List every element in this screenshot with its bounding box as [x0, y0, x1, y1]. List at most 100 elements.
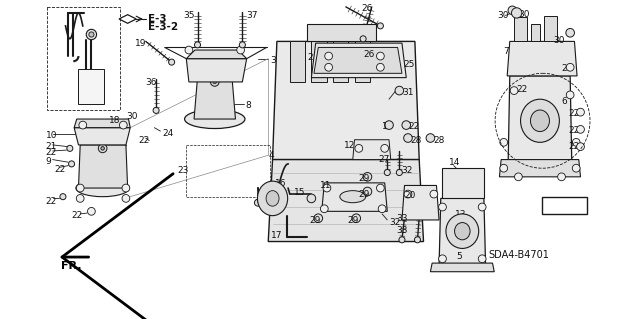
- Polygon shape: [402, 185, 439, 220]
- Circle shape: [515, 173, 522, 181]
- Polygon shape: [186, 50, 246, 59]
- Circle shape: [355, 145, 363, 152]
- Text: 12: 12: [344, 141, 356, 150]
- Circle shape: [153, 108, 159, 114]
- Circle shape: [452, 232, 458, 238]
- Circle shape: [324, 52, 333, 60]
- Circle shape: [384, 169, 390, 175]
- Circle shape: [385, 121, 394, 130]
- Text: SDA4-B4701: SDA4-B4701: [488, 250, 549, 260]
- Polygon shape: [290, 41, 305, 82]
- Circle shape: [213, 80, 216, 84]
- Text: 22: 22: [408, 122, 419, 131]
- Circle shape: [508, 6, 516, 15]
- Circle shape: [404, 190, 412, 198]
- Text: 22: 22: [54, 165, 65, 174]
- Polygon shape: [307, 24, 376, 41]
- Circle shape: [438, 203, 446, 211]
- Circle shape: [566, 91, 574, 99]
- Text: 27: 27: [379, 155, 390, 164]
- Text: 29: 29: [359, 190, 370, 199]
- Circle shape: [438, 255, 446, 263]
- Circle shape: [258, 197, 265, 204]
- Circle shape: [360, 36, 366, 42]
- Polygon shape: [186, 59, 246, 82]
- Text: 13: 13: [456, 210, 467, 219]
- Text: 5: 5: [456, 252, 462, 261]
- Polygon shape: [74, 119, 130, 128]
- Ellipse shape: [340, 191, 365, 203]
- Circle shape: [378, 205, 386, 213]
- Text: 6: 6: [561, 97, 567, 106]
- Circle shape: [572, 138, 580, 146]
- Ellipse shape: [266, 191, 279, 206]
- Circle shape: [577, 143, 584, 151]
- Circle shape: [399, 237, 405, 243]
- Text: 10: 10: [45, 131, 57, 140]
- Text: 20: 20: [404, 191, 416, 201]
- Text: 29: 29: [359, 174, 370, 183]
- Text: 32: 32: [389, 218, 401, 227]
- Text: 30: 30: [497, 11, 508, 20]
- Text: 25: 25: [404, 60, 415, 69]
- Circle shape: [120, 121, 127, 129]
- Ellipse shape: [257, 181, 287, 216]
- Text: 8: 8: [246, 101, 252, 110]
- Circle shape: [324, 63, 333, 71]
- Ellipse shape: [446, 214, 479, 249]
- Text: 16: 16: [275, 179, 287, 189]
- Ellipse shape: [520, 99, 559, 142]
- Polygon shape: [531, 24, 540, 41]
- Text: 22: 22: [568, 109, 580, 118]
- Circle shape: [185, 46, 193, 54]
- Text: 26: 26: [363, 50, 374, 59]
- Text: 22: 22: [45, 197, 57, 206]
- Text: 22: 22: [568, 126, 580, 135]
- Text: 7: 7: [503, 48, 509, 56]
- Text: 24: 24: [162, 129, 173, 137]
- Text: E-3-2: E-3-2: [148, 22, 179, 33]
- Circle shape: [323, 184, 331, 192]
- Circle shape: [572, 164, 580, 172]
- Text: 17: 17: [271, 231, 282, 240]
- Text: 23: 23: [178, 167, 189, 175]
- Circle shape: [381, 145, 388, 152]
- Text: 22: 22: [139, 136, 150, 145]
- Text: 19: 19: [136, 39, 147, 48]
- Text: 36: 36: [146, 78, 157, 87]
- Ellipse shape: [531, 110, 550, 131]
- Polygon shape: [79, 145, 127, 188]
- Polygon shape: [514, 17, 527, 41]
- Polygon shape: [79, 69, 104, 103]
- Circle shape: [557, 173, 565, 181]
- Circle shape: [237, 46, 244, 54]
- Polygon shape: [194, 78, 236, 119]
- Circle shape: [566, 28, 575, 37]
- Circle shape: [577, 125, 584, 133]
- Text: 34: 34: [449, 227, 461, 236]
- Text: E-3: E-3: [148, 14, 167, 24]
- Circle shape: [363, 173, 372, 181]
- Text: 31: 31: [402, 88, 413, 97]
- Text: 4: 4: [268, 151, 274, 160]
- Circle shape: [426, 134, 435, 142]
- Polygon shape: [439, 198, 486, 267]
- Text: 1: 1: [382, 122, 388, 131]
- Circle shape: [122, 184, 130, 192]
- Polygon shape: [314, 48, 402, 73]
- Circle shape: [99, 144, 107, 153]
- Circle shape: [195, 42, 200, 48]
- Polygon shape: [431, 263, 494, 272]
- Circle shape: [396, 169, 403, 175]
- Text: 18: 18: [109, 116, 120, 125]
- Bar: [541, 197, 586, 214]
- Text: 28: 28: [433, 136, 444, 145]
- Polygon shape: [312, 43, 406, 78]
- Text: 14: 14: [449, 158, 461, 167]
- Circle shape: [376, 63, 384, 71]
- Circle shape: [363, 187, 372, 196]
- Circle shape: [168, 59, 175, 65]
- Circle shape: [376, 184, 384, 192]
- Circle shape: [500, 138, 508, 146]
- Text: 32: 32: [401, 166, 412, 174]
